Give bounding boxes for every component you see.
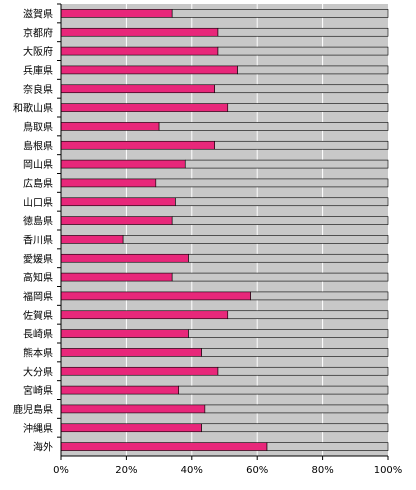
category-label: 鳥取県: [23, 120, 53, 133]
bar-segment-value: [60, 65, 238, 75]
category-label: 徳島県: [23, 215, 53, 228]
bar-segment-value: [60, 27, 219, 37]
bars-group: [60, 9, 389, 451]
bar-segment-value: [60, 348, 202, 357]
category-label: 広島県: [23, 177, 53, 190]
bar-segment-remainder: [201, 348, 389, 357]
axes: [57, 3, 389, 460]
bar-segment-remainder: [266, 442, 389, 451]
bar-segment-remainder: [188, 253, 389, 263]
bar-segment-value: [60, 291, 251, 301]
category-label: 兵庫県: [23, 64, 53, 77]
category-label: 大阪府: [23, 45, 53, 58]
category-label: 海外: [33, 441, 53, 454]
category-label: 佐賀県: [23, 310, 53, 322]
category-label: 奈良県: [23, 83, 53, 96]
bar-segment-value: [60, 310, 229, 320]
category-label: 沖縄県: [23, 422, 53, 435]
bar-segment-remainder: [184, 159, 389, 169]
bar-segment-remainder: [237, 65, 389, 75]
category-label: 鹿児島県: [13, 403, 53, 416]
bar-segment-value: [60, 178, 157, 188]
category-label: 山口県: [23, 197, 53, 209]
category-label: 大分県: [23, 365, 53, 378]
x-tick-label: 60%: [246, 465, 268, 476]
x-tick-labels: 0% 20% 40% 60% 80% 100%: [53, 465, 402, 476]
x-tick-label: 100%: [374, 465, 403, 476]
bar-segment-remainder: [214, 140, 389, 150]
bar-segment-remainder: [217, 46, 389, 56]
bar-segment-value: [60, 159, 186, 169]
bar-segment-remainder: [158, 122, 389, 131]
bar-segment-value: [60, 216, 173, 225]
bar-segment-remainder: [178, 385, 389, 395]
bar-segment-value: [60, 272, 173, 282]
category-label: 高知県: [23, 271, 53, 284]
bar-segment-value: [60, 385, 180, 395]
x-tick-label: 0%: [53, 465, 69, 476]
bar-segment-remainder: [171, 272, 389, 282]
bar-segment-value: [60, 329, 189, 338]
bar-segment-remainder: [171, 216, 389, 225]
category-label: 香川県: [23, 234, 53, 246]
bar-segment-remainder: [217, 366, 389, 376]
bar-segment-remainder: [250, 291, 389, 301]
plot-background: [61, 4, 388, 456]
x-tick-label: 40%: [181, 465, 203, 476]
bar-segment-value: [60, 84, 215, 94]
plot-area: [61, 4, 388, 456]
bar-segment-remainder: [122, 235, 389, 244]
bar-segment-value: [60, 235, 124, 244]
bar-segment-value: [60, 442, 268, 451]
x-tick-label: 80%: [311, 465, 333, 476]
bar-segment-value: [60, 140, 215, 150]
bar-segment-value: [60, 103, 229, 112]
category-label: 和歌山県: [13, 102, 53, 115]
category-label: 愛媛県: [23, 252, 53, 265]
bar-segment-remainder: [227, 310, 389, 320]
category-label: 京都府: [23, 26, 53, 39]
bar-segment-value: [60, 253, 189, 263]
category-labels: 滋賀県京都府大阪府兵庫県奈良県和歌山県鳥取県島根県岡山県広島県山口県徳島県香川県…: [13, 7, 53, 453]
category-label: 滋賀県: [23, 7, 53, 20]
bar-segment-value: [60, 197, 176, 207]
category-label: 長崎県: [23, 328, 53, 341]
bar-segment-remainder: [201, 423, 389, 433]
bar-segment-remainder: [227, 103, 389, 112]
category-label: 岡山県: [23, 159, 53, 171]
bar-segment-value: [60, 366, 219, 376]
category-label: 熊本県: [23, 346, 53, 359]
bar-segment-value: [60, 404, 206, 414]
bar-segment-remainder: [188, 329, 389, 338]
bar-segment-remainder: [175, 197, 389, 207]
bar-segment-remainder: [155, 178, 389, 188]
bar-segment-value: [60, 46, 219, 56]
bar-segment-remainder: [171, 9, 389, 18]
bar-segment-remainder: [204, 404, 389, 414]
grid-lines: [125, 4, 324, 456]
bar-segment-remainder: [214, 84, 389, 94]
bar-segment-value: [60, 423, 202, 433]
bar-segment-remainder: [217, 27, 389, 37]
bar-segment-value: [60, 9, 173, 18]
category-label: 島根県: [23, 139, 53, 152]
category-label: 福岡県: [23, 290, 53, 303]
category-label: 宮崎県: [23, 384, 53, 397]
bar-segment-value: [60, 122, 160, 131]
x-tick-label: 20%: [115, 465, 137, 476]
